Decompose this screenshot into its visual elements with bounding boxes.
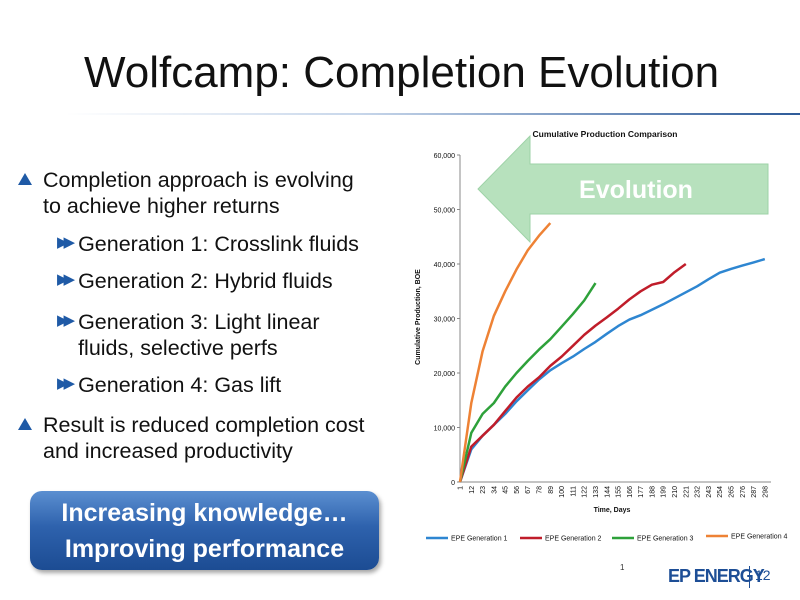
x-tick-label: 89 [548,486,555,494]
x-tick-label: 199 [661,486,668,498]
y-tick-label: 20,000 [434,371,456,378]
x-tick-label: 34 [491,486,498,494]
x-tick-label: 100 [559,486,566,498]
x-tick-label: 23 [480,486,487,494]
sub-bullet-line: Generation 4: Gas lift [78,373,282,397]
evolution-arrow [477,134,769,244]
y-axis-label: Cumulative Production, BOE [415,269,422,365]
bullet-line: and increased productivity [43,439,293,463]
x-tick-label: 133 [593,486,600,498]
x-tick-label: 265 [728,486,735,498]
bullet-line: Completion approach is evolving [43,168,354,192]
chart-title: Cumulative Production Comparison [533,129,678,139]
sub-bullet-line: fluids, selective perfs [78,336,278,360]
x-tick-label: 177 [638,486,645,498]
x-tick-label: 1 [458,486,465,490]
x-tick-label: 56 [514,486,521,494]
legend-label: EPE Generation 3 [637,536,694,543]
x-tick-label: 155 [616,486,623,498]
x-tick-label: 221 [683,486,690,498]
series-line-gen-3 [458,282,597,483]
slide-title: Wolfcamp: Completion Evolution [84,48,720,97]
y-tick-label: 10,000 [434,426,456,433]
x-axis-label: Time, Days [594,507,631,514]
callout-line-2: Improving performance [64,535,345,563]
sub-bullet-generation-3: ▶▶ Generation 3: Light linear fluids, se… [57,309,320,361]
sub-bullet-generation-2: ▶▶ Generation 2: Hybrid fluids [57,268,333,294]
x-tick-label: 276 [740,486,747,498]
x-tick-label: 287 [751,486,758,498]
knowledge-callout: Increasing knowledge… Improving performa… [30,491,379,570]
x-tick-label: 122 [582,486,589,498]
y-tick-label: 0 [451,480,455,487]
x-tick-label: 67 [525,486,532,494]
legend-label: EPE Generation 2 [545,536,602,543]
x-tick-label: 12 [469,486,476,494]
legend-label: EPE Generation 1 [451,536,508,543]
x-tick-label: 254 [717,486,724,498]
sub-bullet-line: Generation 1: Crosslink fluids [78,232,359,256]
sub-bullet-line: Generation 2: Hybrid fluids [78,269,333,293]
sub-bullet-generation-4: ▶▶ Generation 4: Gas lift [57,372,281,398]
title-divider [66,113,800,115]
series-line-gen-2 [458,262,687,483]
y-tick-label: 30,000 [434,317,456,324]
y-tick-label: 50,000 [434,208,456,215]
callout-line-1: Increasing knowledge… [61,499,348,527]
x-tick-label: 78 [537,486,544,494]
y-tick-label: 40,000 [434,262,456,269]
bullet-line: Result is reduced completion cost [43,413,365,437]
x-tick-label: 166 [627,486,634,498]
footnote-marker: 1 [620,563,625,572]
series-line-gen-1 [458,257,766,483]
x-tick-label: 243 [706,486,713,498]
evolution-label: Evolution [579,176,693,204]
y-tick-label: 60,000 [434,153,456,160]
x-tick-label: 210 [672,486,679,498]
x-tick-label: 144 [604,486,611,498]
bullet-triangle-icon [18,173,32,185]
company-logo: EP ENERGY [668,566,765,586]
sub-bullet-line: Generation 3: Light linear [78,310,320,334]
series-line-gen-4 [458,222,552,483]
x-tick-label: 111 [570,486,577,497]
x-tick-label: 298 [762,486,769,498]
sub-bullet-generation-1: ▶▶ Generation 1: Crosslink fluids [57,231,359,257]
x-tick-label: 188 [649,486,656,498]
page-number: 12 [755,567,771,583]
bullet-completion-approach: Completion approach is evolving to achie… [18,167,354,219]
x-tick-label: 232 [695,486,702,498]
footer-divider [749,566,750,588]
bullet-result: Result is reduced completion cost and in… [18,412,364,464]
x-tick-label: 45 [503,486,510,494]
bullet-triangle-icon [18,418,32,430]
legend-label: EPE Generation 4 [731,534,788,541]
bullet-line: to achieve higher returns [43,194,280,218]
